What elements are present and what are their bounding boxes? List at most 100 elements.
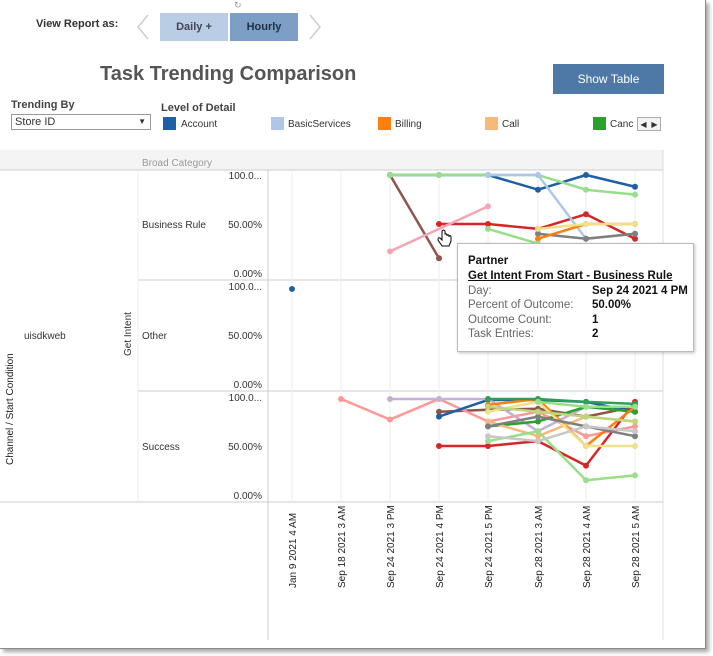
data-point[interactable] — [535, 230, 541, 237]
data-point[interactable] — [485, 418, 491, 425]
data-point[interactable] — [632, 408, 638, 415]
data-point[interactable] — [583, 462, 589, 469]
data-point[interactable] — [632, 230, 638, 237]
data-point[interactable] — [632, 191, 638, 198]
daily-plus-button[interactable]: Daily + — [160, 13, 228, 41]
series-line[interactable] — [487, 227, 539, 245]
legend-next-icon[interactable]: ▶ — [651, 119, 658, 129]
data-point[interactable] — [583, 423, 589, 430]
data-point[interactable] — [583, 235, 589, 242]
data-point[interactable] — [535, 172, 541, 178]
data-point[interactable] — [485, 172, 491, 178]
data-point[interactable] — [387, 416, 393, 423]
data-point[interactable] — [436, 172, 442, 178]
data-point[interactable] — [485, 203, 491, 210]
data-point[interactable] — [436, 408, 442, 415]
data-point[interactable] — [632, 235, 638, 242]
prev-arrow-icon[interactable] — [134, 12, 152, 42]
data-point[interactable] — [436, 443, 442, 449]
series-line[interactable] — [487, 425, 636, 443]
data-point[interactable] — [632, 418, 638, 425]
hourly-button[interactable]: Hourly — [230, 13, 298, 41]
data-point[interactable] — [583, 403, 589, 410]
show-table-button[interactable]: Show Table — [553, 64, 664, 94]
data-point[interactable] — [632, 221, 638, 227]
data-point[interactable] — [535, 225, 541, 232]
data-point[interactable] — [632, 472, 638, 479]
legend-prev-icon[interactable]: ◀ — [640, 119, 647, 129]
data-point[interactable] — [436, 255, 442, 262]
series-line[interactable] — [487, 415, 636, 438]
legend-swatch-basicservices — [271, 117, 284, 130]
data-point[interactable] — [583, 221, 589, 227]
series-line[interactable] — [389, 205, 489, 253]
data-point[interactable] — [535, 418, 541, 425]
tooltip-row-percent: Percent of Outcome: 50.00% — [468, 299, 631, 311]
hand-cursor-icon — [437, 229, 452, 247]
data-point[interactable] — [485, 423, 491, 430]
data-point[interactable] — [583, 211, 589, 218]
data-point[interactable] — [436, 395, 442, 402]
data-point[interactable] — [535, 235, 541, 242]
data-point[interactable] — [289, 285, 295, 292]
data-point[interactable] — [485, 438, 491, 445]
series-line[interactable] — [388, 174, 441, 259]
broad-category-header-bg — [0, 150, 663, 170]
data-point[interactable] — [583, 186, 589, 193]
data-point[interactable] — [632, 428, 638, 435]
data-point[interactable] — [632, 403, 638, 410]
data-point[interactable] — [485, 433, 491, 440]
next-arrow-icon[interactable] — [306, 12, 324, 42]
data-point[interactable] — [387, 172, 393, 178]
data-point[interactable] — [535, 413, 541, 420]
y-tick-label: 100.0... — [229, 171, 262, 182]
data-point[interactable] — [387, 395, 393, 402]
series-line[interactable] — [390, 173, 636, 191]
data-point[interactable] — [436, 413, 442, 420]
series-line[interactable] — [488, 397, 636, 406]
data-point[interactable] — [485, 443, 491, 449]
data-point[interactable] — [436, 221, 442, 227]
data-point[interactable] — [485, 221, 491, 227]
data-point[interactable] — [632, 423, 638, 430]
x-tick-label: Sep 28 2021 5 AM — [631, 506, 642, 588]
data-point[interactable] — [485, 408, 491, 415]
data-point[interactable] — [338, 395, 344, 402]
y-tick-label: 50.00% — [228, 331, 262, 342]
series-line[interactable] — [487, 400, 635, 448]
data-point[interactable] — [583, 172, 589, 178]
data-point[interactable] — [535, 433, 541, 440]
data-point[interactable] — [485, 395, 491, 402]
tooltip-value: 2 — [592, 328, 599, 340]
data-point[interactable] — [535, 398, 541, 405]
data-point[interactable] — [535, 428, 541, 435]
series-line[interactable] — [487, 405, 636, 423]
refresh-icon: ↻ — [234, 0, 242, 10]
data-point[interactable] — [583, 398, 589, 405]
legend-swatch-account — [163, 117, 176, 130]
data-point[interactable] — [485, 225, 491, 232]
legend-scroll-control[interactable]: ◀ ▶ — [637, 117, 661, 131]
data-point[interactable] — [583, 477, 589, 484]
chevron-down-icon: ▼ — [138, 117, 146, 126]
data-point[interactable] — [632, 183, 638, 190]
data-point[interactable] — [583, 413, 589, 420]
row-header-outer: Channel / Start Condition — [5, 353, 16, 465]
data-point[interactable] — [632, 443, 638, 449]
series-line[interactable] — [488, 173, 636, 240]
tooltip-key: Percent of Outcome: — [468, 299, 574, 311]
data-point[interactable] — [632, 433, 638, 440]
data-point[interactable] — [583, 443, 589, 449]
data-point[interactable] — [387, 248, 393, 255]
data-point[interactable] — [485, 403, 491, 410]
trending-by-select[interactable]: Store ID ▼ — [11, 114, 151, 130]
series-line[interactable] — [487, 430, 636, 482]
data-point[interactable] — [583, 433, 589, 440]
data-point[interactable] — [535, 408, 541, 415]
y-tick-label: 0.00% — [234, 491, 262, 502]
tooltip-subtitle: Get Intent From Start - Business Rule — [468, 270, 673, 282]
broad-category-header: Broad Category — [142, 158, 212, 169]
data-point[interactable] — [535, 438, 541, 445]
data-point[interactable] — [535, 186, 541, 193]
tooltip-key: Task Entries: — [468, 328, 534, 340]
